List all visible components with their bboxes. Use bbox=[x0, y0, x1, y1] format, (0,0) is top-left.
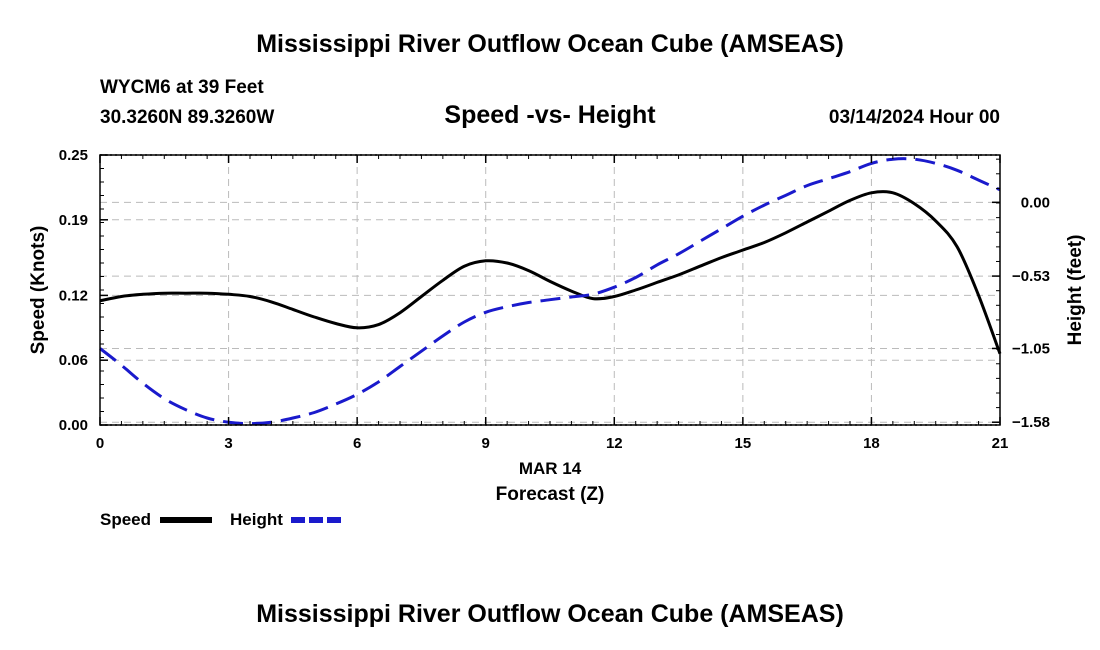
y-tick-label: 0.00 bbox=[59, 417, 88, 434]
legend-label-height: Height bbox=[230, 510, 283, 529]
chart-grid bbox=[100, 155, 1000, 425]
chart-subtitle: Speed -vs- Height bbox=[444, 101, 656, 129]
legend-label-speed: Speed bbox=[100, 510, 151, 529]
y-tick-label: 0.12 bbox=[59, 287, 88, 304]
y2-tick-label: 0.00 bbox=[1021, 194, 1050, 211]
y-tick-label: 0.25 bbox=[59, 147, 88, 164]
coordinates-label: 30.3260N 89.3260W bbox=[100, 107, 275, 128]
x-tick-label: 0 bbox=[96, 435, 104, 452]
x-axis-title: Forecast (Z) bbox=[496, 484, 605, 505]
station-label: WYCM6 at 39 Feet bbox=[100, 77, 264, 98]
chart-series bbox=[99, 157, 1002, 426]
y-tick-label: 0.06 bbox=[59, 352, 88, 369]
y2-axis-title: Height (feet) bbox=[1065, 235, 1086, 346]
page-title-bottom: Mississippi River Outflow Ocean Cube (AM… bbox=[256, 600, 844, 628]
series-line-speed bbox=[99, 190, 1002, 355]
x-tick-label: 12 bbox=[606, 435, 623, 452]
y2-tick-label: −1.58 bbox=[1012, 414, 1050, 431]
x-tick-label: 15 bbox=[735, 435, 752, 452]
chart-legend: Speed Height bbox=[100, 510, 342, 529]
chart-axes: 0 3 6 9 12 15 18 21 0.00 0.06 0.12 0.19 0.25 0.00 −0.5… bbox=[59, 147, 1050, 452]
series-line-height bbox=[99, 157, 1001, 426]
y-tick-label: 0.19 bbox=[59, 212, 88, 229]
page-title: Mississippi River Outflow Ocean Cube (AM… bbox=[256, 30, 844, 58]
forecast-datetime: 03/14/2024 Hour 00 bbox=[828, 107, 1000, 128]
y2-tick-label: −0.53 bbox=[1012, 268, 1050, 285]
x-tick-label: 18 bbox=[863, 435, 880, 452]
y-axis-title: Speed (Knots) bbox=[28, 226, 49, 355]
x-tick-label: 9 bbox=[482, 435, 490, 452]
x-tick-label: 6 bbox=[353, 435, 361, 452]
x-tick-label: 3 bbox=[224, 435, 232, 452]
x-axis-date-label: MAR 14 bbox=[519, 459, 582, 478]
y2-tick-label: −1.05 bbox=[1012, 340, 1050, 357]
x-tick-label: 21 bbox=[992, 435, 1009, 452]
